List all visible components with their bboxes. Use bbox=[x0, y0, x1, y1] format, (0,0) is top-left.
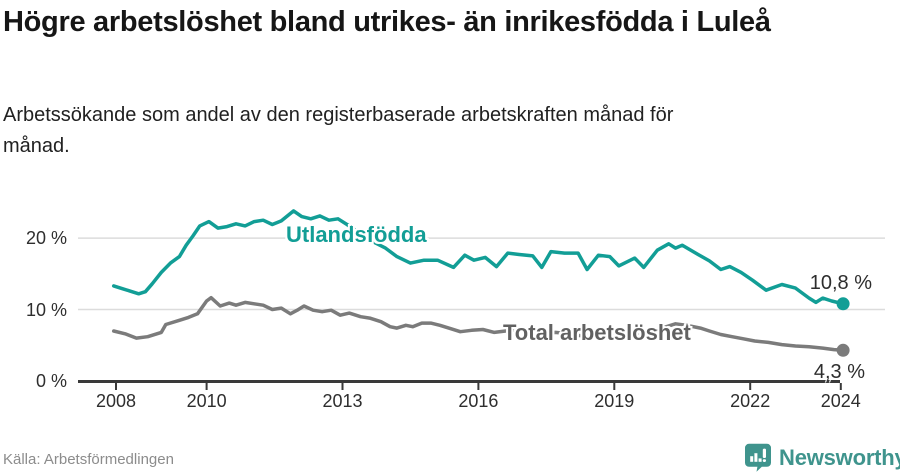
y-axis-tick-label: 10 % bbox=[25, 300, 67, 320]
x-axis-tick-label: 2019 bbox=[594, 391, 635, 411]
newsworthy-icon bbox=[745, 443, 771, 472]
x-axis-tick-label: 2024 bbox=[820, 391, 861, 411]
y-axis-tick-label: 20 % bbox=[25, 228, 67, 248]
source-note: Källa: Arbetsförmedlingen bbox=[3, 451, 174, 468]
series-label-total-arbetsloshet: Total arbetslöshet bbox=[503, 320, 691, 345]
x-axis-tick-label: 2022 bbox=[730, 391, 771, 411]
page-subtitle: Arbetssökande som andel av den registerb… bbox=[3, 104, 674, 157]
x-axis-tick-label: 2013 bbox=[322, 391, 363, 411]
end-value-total-arbetsloshet: 4,3 % bbox=[813, 361, 865, 383]
y-axis-tick-label: 0 % bbox=[35, 371, 67, 391]
series-label-utlandsfodda: Utlandsfödda bbox=[286, 222, 427, 247]
newsworthy-brand: Newsworthy bbox=[744, 443, 900, 472]
brand-name: Newsworthy bbox=[779, 444, 900, 470]
end-value-utlandsfodda: 10,8 % bbox=[809, 272, 872, 294]
x-axis-tick-label: 2010 bbox=[186, 391, 227, 411]
page-title: Högre arbetslöshet bland utrikes- än inr… bbox=[3, 6, 771, 38]
x-axis-tick-label: 2016 bbox=[458, 391, 499, 411]
x-axis-tick-label: 2008 bbox=[95, 391, 137, 411]
